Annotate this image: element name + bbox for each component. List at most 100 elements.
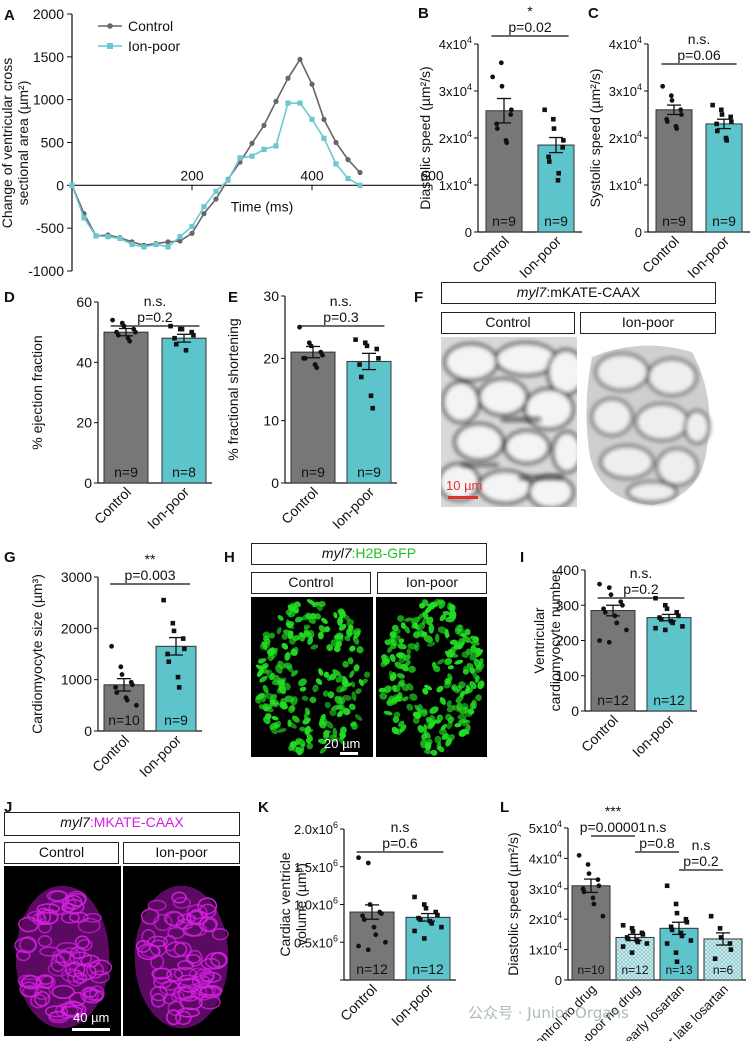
- d-data-point: [183, 347, 189, 353]
- d-data-point: [172, 335, 177, 341]
- b-data-point: [494, 126, 500, 131]
- l-data-point: [585, 862, 591, 867]
- k-y-tick-label: 1.0x106: [294, 896, 338, 913]
- cell-membrane: [211, 927, 229, 941]
- i-category-label: Control: [578, 712, 621, 755]
- a-point-ionpoor: [153, 241, 159, 248]
- tick-exponent: 4: [557, 880, 562, 890]
- e-bar: [346, 360, 392, 484]
- c-n-label: n=9: [662, 213, 686, 229]
- nucleus: [309, 696, 317, 704]
- d-p-value: p=0.2: [137, 309, 173, 325]
- cell-membrane: [83, 987, 98, 998]
- nucleus: [343, 614, 351, 621]
- a-point-ionpoor: [309, 116, 315, 122]
- nucleus: [411, 616, 421, 625]
- cell-membrane: [60, 911, 80, 924]
- cell-membrane: [34, 991, 51, 1007]
- nucleus: [396, 652, 404, 658]
- l-significance-stars: ***: [605, 803, 622, 819]
- cell-membrane: [69, 951, 93, 967]
- nucleus: [326, 644, 333, 652]
- l-y-tick-label: 0: [555, 973, 562, 988]
- cell-membrane: [166, 968, 184, 982]
- nucleus: [262, 631, 270, 638]
- nucleus: [348, 703, 356, 711]
- panel-letter-h: H: [224, 549, 235, 566]
- l-data-point: [625, 936, 631, 942]
- c-data-point: [668, 93, 674, 99]
- g-y-axis-label: Cardiomyocyte size (µm³): [29, 574, 45, 734]
- y-axis-label-line: volume (µm³): [293, 863, 309, 946]
- k-data-point: [379, 911, 384, 916]
- a-point-control: [273, 98, 279, 104]
- c-data-point: [719, 112, 725, 117]
- c-data-point: [723, 135, 729, 141]
- nucleus: [445, 737, 452, 747]
- cell-membrane: [59, 947, 81, 965]
- b-data-point: [490, 74, 496, 80]
- l-data-point: [640, 932, 646, 937]
- nucleus: [330, 639, 339, 647]
- l-data-point: [668, 924, 674, 930]
- nucleus: [446, 648, 453, 658]
- tick-mantissa: 1x10: [609, 178, 637, 193]
- e-data-point: [320, 352, 325, 358]
- l-data-point: [596, 883, 602, 889]
- i-bar: [590, 610, 636, 712]
- e-y-tick-label: 30: [263, 288, 279, 304]
- cell-membrane: [68, 911, 89, 923]
- b-data-point: [560, 145, 565, 150]
- i-data-point: [597, 638, 602, 643]
- cell-membrane: [34, 985, 51, 1001]
- nucleus: [424, 684, 433, 691]
- tick-exponent: 4: [467, 129, 472, 139]
- nucleus: [391, 726, 399, 735]
- nucleus: [273, 702, 280, 708]
- nucleus: [337, 616, 344, 626]
- nucleus: [395, 634, 401, 641]
- nucleus: [363, 671, 371, 678]
- nucleus: [469, 701, 476, 710]
- k-data-point: [365, 947, 371, 953]
- a-point-ionpoor: [357, 182, 363, 188]
- nucleus: [423, 749, 432, 755]
- cell-membrane: [46, 890, 68, 902]
- nucleus: [342, 676, 349, 686]
- nucleus: [420, 709, 428, 717]
- nucleus: [351, 691, 357, 701]
- nucleus: [417, 725, 425, 734]
- nucleus: [310, 644, 319, 650]
- nucleus: [350, 681, 356, 688]
- nucleus: [423, 730, 431, 739]
- i-data-point: [674, 610, 680, 615]
- nucleus: [444, 657, 453, 666]
- i-n-label: n=12: [653, 692, 685, 708]
- nucleus: [321, 617, 328, 624]
- tick-mantissa: 3x10: [439, 84, 467, 99]
- k-n-label: n=12: [412, 961, 444, 977]
- k-data-point: [360, 913, 365, 919]
- b-data-point: [561, 138, 566, 143]
- i-y-tick-label: 300: [556, 597, 580, 613]
- d-bar: [103, 331, 149, 484]
- k-n-label: n=12: [356, 961, 388, 977]
- c-data-point: [660, 83, 666, 89]
- k-data-point: [421, 936, 427, 941]
- e-y-tick-label: 0: [271, 475, 279, 491]
- nucleus: [317, 631, 324, 640]
- b-n-label: n=9: [544, 213, 568, 229]
- k-data-point: [356, 855, 361, 861]
- nucleus: [406, 648, 412, 655]
- g-bar: [155, 645, 197, 732]
- c-data-point: [669, 98, 675, 103]
- nucleus: [436, 741, 442, 750]
- l-data-point: [576, 852, 582, 858]
- g-data-point: [119, 672, 125, 677]
- g-data-point: [130, 682, 135, 688]
- tick-mantissa: 2.0x10: [294, 822, 333, 837]
- f-ionpoor-membrane-image: [582, 337, 716, 507]
- k-data-point: [361, 917, 367, 922]
- nucleus: [424, 742, 432, 751]
- cell-membrane: [187, 949, 203, 967]
